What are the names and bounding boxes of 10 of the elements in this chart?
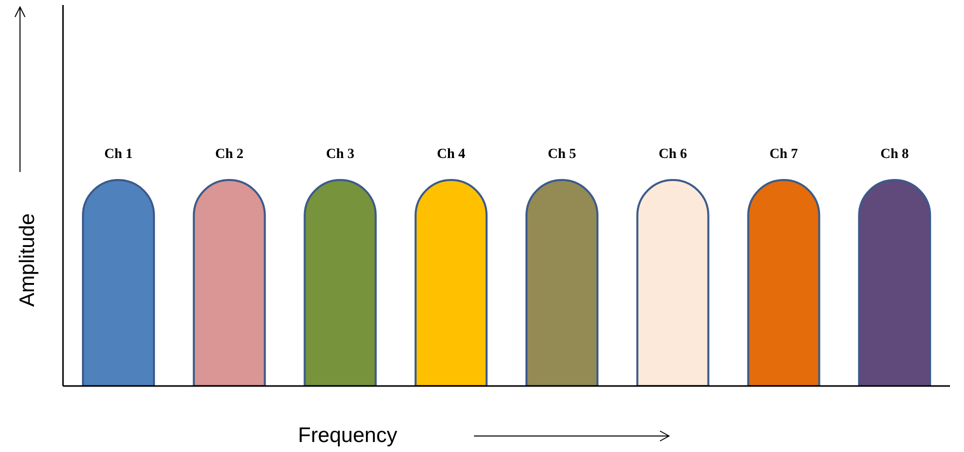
x-tick-label: Ch 2 <box>215 147 244 162</box>
x-tick-label: Ch 7 <box>770 147 798 162</box>
x-tick-label: Ch 5 <box>548 147 576 162</box>
x-tick-label: Ch 4 <box>436 147 466 162</box>
x-axis-title: Frequency <box>298 424 398 448</box>
x-tick-label: Ch 3 <box>326 147 354 162</box>
x-tick-label: Ch 6 <box>658 147 688 162</box>
x-tick-label: Ch 8 <box>880 147 909 162</box>
y-axis-title: Amplitude <box>16 213 40 307</box>
x-tick-label: Ch 1 <box>104 147 133 162</box>
